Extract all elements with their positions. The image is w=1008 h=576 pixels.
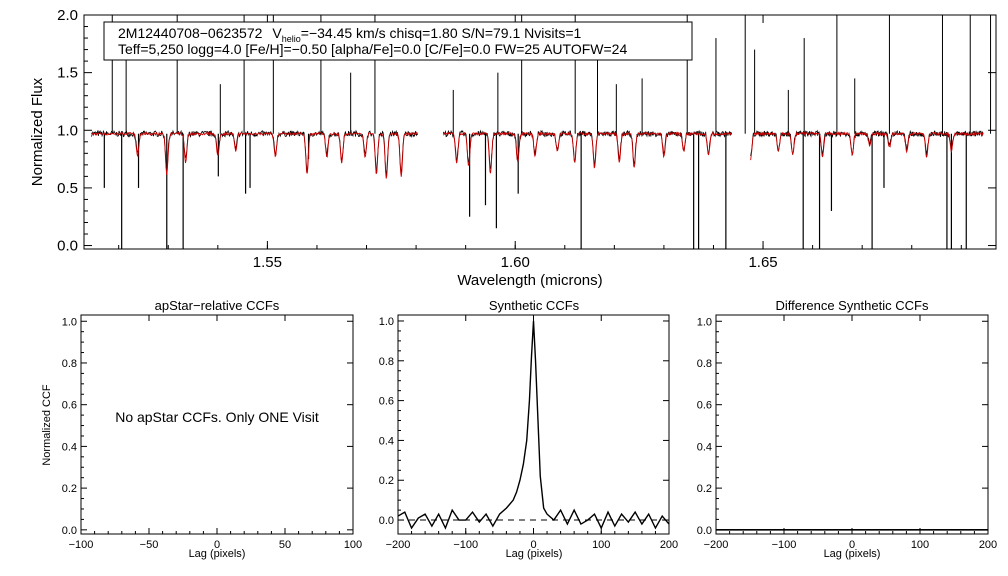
spectrum-x-tick-label: 1.65: [748, 254, 777, 271]
apstar-ccf-x-tick-label: 100: [344, 539, 362, 551]
difference-ccf-y-tick-label: 1.0: [697, 316, 712, 328]
synthetic-spectrum-segment: [442, 130, 732, 174]
apstar-ccf-panel: −100 −50 0 50 100 0.0 0.2 0.4 0.6 0.8 1.0 apStar−r…: [41, 298, 362, 560]
apstar-ccf-title: apStar−relative CCFs: [155, 298, 280, 313]
apstar-ccf-x-tick-label: −50: [140, 539, 159, 551]
spectrum-x-tick-label: 1.55: [253, 254, 282, 271]
spectrum-frame: [83, 14, 997, 250]
velocity-symbol: V: [272, 25, 282, 41]
spectrum-y-tick-label: 0.5: [57, 180, 78, 197]
apstar-ccf-y-tick-label: 1.0: [62, 316, 77, 328]
observed-spectrum-segment: [442, 129, 733, 170]
spectrum-y-tick-label: 2.0: [57, 7, 78, 24]
apstar-ccf-y-tick-label: 0.8: [62, 358, 77, 370]
difference-ccf-x-tick-label: 0: [849, 539, 855, 551]
difference-ccf-frame: [715, 314, 989, 535]
apstar-ccf-x-tick-label: 50: [279, 539, 291, 551]
apstar-ccf-y-axis-label: Normalized CCF: [41, 384, 53, 466]
spectrum-y-tick-label: 1.5: [57, 65, 78, 82]
no-ccf-note: No apStar CCFs. Only ONE Visit: [115, 409, 319, 425]
spectrum-y-tick-label: 1.0: [57, 122, 78, 139]
info-line-1-values: =−34.45 km/s chisq=1.80 S/N=79.1 Nvisits…: [301, 25, 582, 41]
synthetic-ccf-x-tick-label: −100: [453, 539, 478, 551]
synthetic-ccf-panel: −200 −100 0 100 200 0.0 0.2 0.4 0.6 0.8 1.0 Synthe…: [379, 298, 678, 560]
synthetic-ccf-frame: [397, 314, 670, 535]
synthetic-ccf-x-axis-label: Lag (pixels): [506, 548, 563, 560]
apstar-ccf-y-tick-label: 0.6: [62, 400, 77, 412]
synthetic-spectrum-segment: [91, 131, 419, 179]
velocity-subscript: helio: [282, 34, 301, 44]
info-line-1: 2M12440708−0623572 Vhelio=−34.45 km/s chi…: [118, 25, 582, 44]
difference-ccf-panel: −200 −100 0 100 200 0.0 0.2 0.4 0.6 0.8 1.0 Differ…: [697, 298, 997, 560]
apstar-ccf-y-tick-label: 0.0: [62, 525, 77, 537]
synthetic-ccf-x-tick-label: 200: [660, 539, 678, 551]
difference-ccf-y-tick-label: 0.6: [697, 400, 712, 412]
synthetic-ccf-title: Synthetic CCFs: [489, 298, 580, 313]
synthetic-ccf-y-tick-label: 0.6: [379, 396, 394, 408]
spectrum-y-axis-label: Normalized Flux: [29, 77, 46, 186]
apstar-ccf-y-tick-label: 0.4: [62, 441, 77, 453]
apstar-ccf-x-axis-label: Lag (pixels): [189, 548, 246, 560]
difference-ccf-y-tick-label: 0.2: [697, 483, 712, 495]
synthetic-ccf-x-tick-label: 100: [592, 539, 610, 551]
synthetic-ccf-y-tick-label: 0.8: [379, 356, 394, 368]
difference-ccf-x-tick-label: 200: [979, 539, 997, 551]
spectrum-y-tick-label: 0.0: [57, 238, 78, 255]
difference-ccf-title: Difference Synthetic CCFs: [776, 298, 929, 313]
apstar-ccf-y-tick-label: 0.2: [62, 483, 77, 495]
star-id: 2M12440708−0623572: [118, 25, 263, 41]
info-box: [103, 21, 693, 61]
ccf-curve: [397, 320, 670, 530]
difference-ccf-x-axis-label: Lag (pixels): [824, 548, 881, 560]
apstar-ccf-x-tick-label: −100: [69, 539, 94, 551]
synthetic-ccf-y-tick-label: 0.4: [379, 435, 394, 447]
spectrum-panel: 1.55 1.60 1.65 0.0 0.5 1.0 1.5 2.0 Wavelength (…: [29, 7, 997, 289]
info-line-2: Teff=5,250 logg=4.0 [Fe/H]=−0.50 [alpha/…: [118, 41, 627, 57]
difference-ccf-x-tick-label: 100: [911, 539, 929, 551]
synthetic-ccf-x-tick-label: −200: [386, 539, 411, 551]
spectrum-x-tick-label: 1.60: [501, 254, 530, 271]
difference-ccf-x-tick-label: −200: [704, 539, 729, 551]
synthetic-ccf-x-tick-label: 0: [530, 539, 536, 551]
synthetic-spectrum-segment: [750, 131, 984, 161]
difference-ccf-y-tick-label: 0.8: [697, 358, 712, 370]
difference-ccf-y-tick-label: 0.0: [697, 525, 712, 537]
apstar-ccf-x-tick-label: 0: [214, 539, 220, 551]
synthetic-ccf-y-tick-label: 0.2: [379, 475, 394, 487]
difference-ccf-y-tick-label: 0.4: [697, 441, 712, 453]
difference-ccf-x-tick-label: −100: [772, 539, 797, 551]
spectrum-x-axis-label: Wavelength (microns): [457, 272, 602, 289]
synthetic-ccf-y-tick-label: 1.0: [379, 316, 394, 328]
synthetic-ccf-y-tick-label: 0.0: [379, 515, 394, 527]
